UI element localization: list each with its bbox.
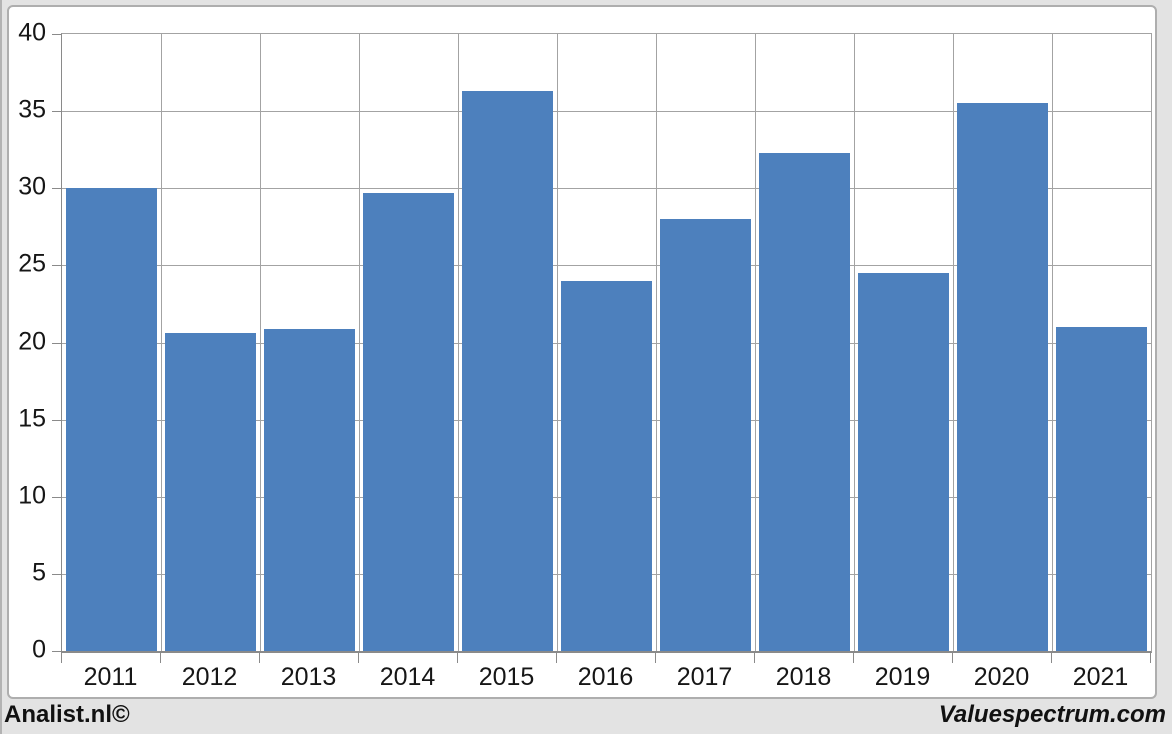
x-tick-9	[952, 653, 953, 663]
bar-2020	[956, 103, 1049, 651]
x-axis-label-2017: 2017	[676, 663, 733, 691]
y-tick-15	[52, 419, 62, 421]
y-tick-20	[52, 342, 62, 344]
x-tick-11	[1150, 653, 1151, 663]
vertical-gridline	[854, 34, 855, 651]
y-tick-25	[52, 265, 62, 267]
y-axis-label-25: 25	[18, 249, 46, 278]
bar-slot-2013	[260, 34, 359, 651]
y-axis-label-10: 10	[18, 481, 46, 510]
x-tick-3	[358, 653, 359, 663]
bar-2012	[164, 333, 257, 651]
y-axis-label-0: 0	[32, 635, 46, 664]
bar-2016	[560, 280, 653, 651]
bar-2015	[461, 91, 554, 651]
vertical-gridline	[161, 34, 162, 651]
x-tick-1	[160, 653, 161, 663]
horizontal-gridline	[62, 265, 1151, 267]
vertical-gridline	[557, 34, 558, 651]
bar-2017	[659, 219, 752, 651]
x-axis-label-2013: 2013	[280, 663, 337, 691]
bar-slot-2014	[359, 34, 458, 651]
vertical-gridline	[656, 34, 657, 651]
vertical-gridline	[1052, 34, 1053, 651]
x-axis-label-2020: 2020	[973, 663, 1030, 691]
bar-2011	[65, 188, 158, 651]
x-axis-label-2012: 2012	[181, 663, 238, 691]
x-tick-6	[655, 653, 656, 663]
bar-slot-2020	[953, 34, 1052, 651]
bar-slot-2011	[62, 34, 161, 651]
bars-layer	[62, 34, 1151, 651]
x-axis-label-2016: 2016	[577, 663, 634, 691]
x-tick-8	[853, 653, 854, 663]
y-axis-label-15: 15	[18, 404, 46, 433]
y-tick-10	[52, 496, 62, 498]
bar-slot-2015	[458, 34, 557, 651]
x-axis-label-2014: 2014	[379, 663, 436, 691]
y-axis-label-30: 30	[18, 172, 46, 201]
bar-slot-2017	[656, 34, 755, 651]
bar-slot-2012	[161, 34, 260, 651]
y-axis-label-35: 35	[18, 95, 46, 124]
bar-2014	[362, 192, 455, 651]
y-tick-0	[52, 651, 62, 652]
vertical-gridline	[458, 34, 459, 651]
y-tick-40	[52, 34, 62, 35]
horizontal-gridline	[62, 188, 1151, 190]
y-tick-30	[52, 188, 62, 190]
horizontal-gridline	[62, 111, 1151, 113]
x-axis-label-2021: 2021	[1072, 663, 1129, 691]
x-tick-0	[61, 653, 62, 663]
bar-slot-2019	[854, 34, 953, 651]
x-axis-labels: 2011 2012 2013 2014 2015 2016 2017 2018 2019 2020…	[61, 663, 1150, 692]
x-axis-label-2018: 2018	[775, 663, 832, 691]
x-axis-label-2011: 2011	[83, 663, 138, 691]
x-tick-7	[754, 653, 755, 663]
y-axis-label-5: 5	[32, 558, 46, 587]
plot-area	[52, 33, 1152, 663]
bar-2019	[857, 273, 950, 651]
vertical-gridline	[359, 34, 360, 651]
x-axis-label-2015: 2015	[478, 663, 535, 691]
y-tick-5	[52, 573, 62, 575]
bar-2018	[758, 152, 851, 651]
y-axis-labels: 0 5 10 15 20 25 30 35 40	[0, 20, 46, 662]
footer-left-text: Analist.nl©	[4, 701, 130, 728]
bar-slot-2021	[1052, 34, 1151, 651]
y-tick-35	[52, 111, 62, 113]
x-tick-4	[457, 653, 458, 663]
vertical-gridline	[953, 34, 954, 651]
x-tick-2	[259, 653, 260, 663]
vertical-gridline	[755, 34, 756, 651]
bar-2021	[1055, 327, 1148, 651]
bar-slot-2016	[557, 34, 656, 651]
bar-slot-2018	[755, 34, 854, 651]
x-tick-10	[1050, 653, 1052, 663]
y-axis-label-20: 20	[18, 327, 46, 355]
footer-right-text: Valuespectrum.com	[938, 701, 1166, 728]
bar-2013	[263, 328, 356, 651]
vertical-gridline	[260, 34, 261, 651]
x-axis-label-2019: 2019	[874, 663, 931, 691]
y-axis-label-40: 40	[18, 18, 46, 47]
x-tick-5	[555, 653, 557, 663]
